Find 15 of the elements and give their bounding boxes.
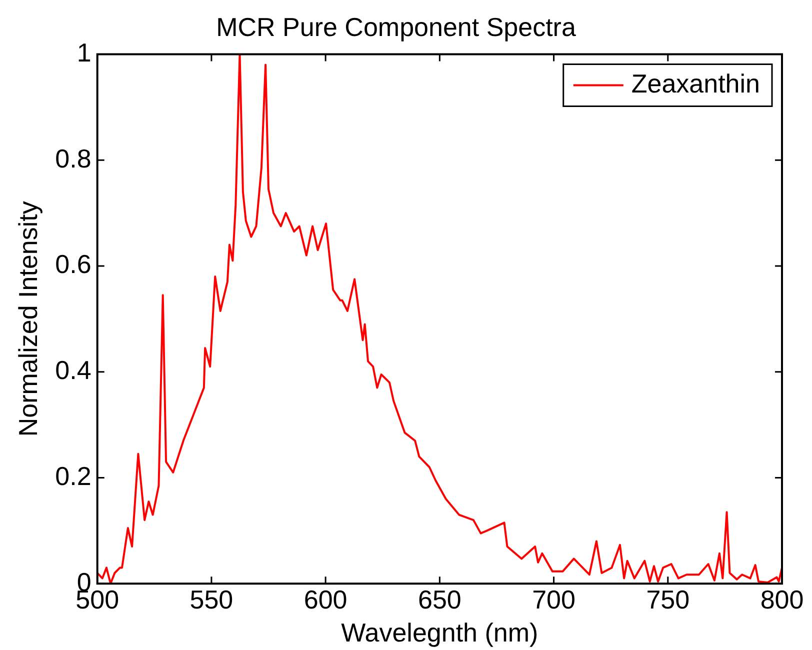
x-tick-label: 750	[646, 584, 690, 614]
y-tick-label: 0.6	[55, 249, 92, 280]
x-tick-label: 600	[304, 584, 348, 614]
x-tick-label: 650	[418, 584, 462, 614]
y-tick-label: 0.8	[55, 143, 92, 174]
x-tick-label: 550	[190, 584, 234, 614]
x-tick-label: 800	[760, 584, 804, 614]
y-axis-title: Normalized Intensity	[12, 201, 43, 437]
chart-title: MCR Pure Component Spectra	[216, 12, 576, 42]
y-tick-label: 0.2	[55, 460, 92, 491]
x-axis-title: Wavelegnth (nm)	[341, 618, 538, 648]
y-tick-label: 0.4	[55, 355, 92, 386]
y-tick-label: 1	[76, 37, 92, 68]
legend-label: Zeaxanthin	[631, 68, 760, 98]
x-tick-label: 700	[532, 584, 576, 614]
